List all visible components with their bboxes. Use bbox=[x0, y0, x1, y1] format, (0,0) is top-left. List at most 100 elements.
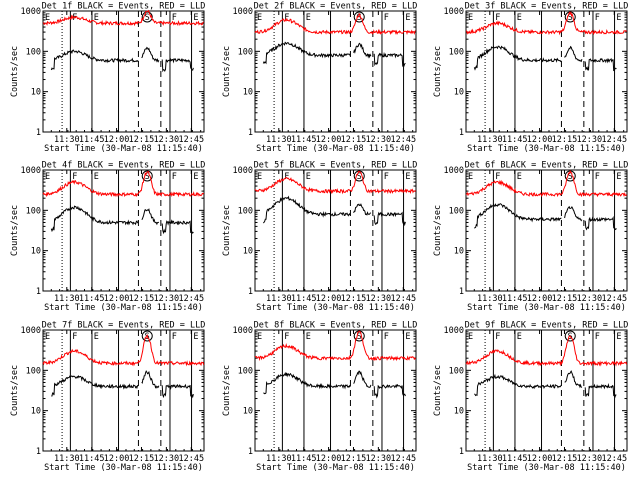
x-tick-label: 11:45 bbox=[291, 454, 317, 464]
panel-det-6: Det 6f BLACK = Events, RED = LLD 1 10 100 10… bbox=[433, 161, 628, 314]
x-tick-label: 11:45 bbox=[291, 294, 317, 304]
panel-det-1: Det 1f BLACK = Events, RED = LLD 1 10 100 10… bbox=[10, 2, 205, 155]
y-tick-label: 1000 bbox=[21, 166, 41, 176]
x-axis-label: Start Time (30-Mar-08 11:15:40) bbox=[467, 144, 626, 154]
x-tick-label: 12:15 bbox=[552, 454, 578, 464]
x-tick-label: 11:30 bbox=[266, 294, 292, 304]
marker-label: E bbox=[94, 13, 99, 23]
y-tick-label: 1000 bbox=[233, 326, 253, 336]
marker-label: E bbox=[45, 13, 50, 23]
x-tick-label: 12:30 bbox=[154, 294, 180, 304]
circle-marker bbox=[353, 11, 365, 23]
x-tick-label: 12:30 bbox=[154, 454, 180, 464]
x-tick-label: 11:30 bbox=[266, 454, 292, 464]
marker-label: E bbox=[193, 332, 198, 342]
x-tick-label: 11:45 bbox=[502, 135, 528, 145]
x-tick-label: 12:30 bbox=[577, 454, 603, 464]
marker-label: F bbox=[384, 13, 389, 23]
x-tick-label: 12:45 bbox=[178, 135, 204, 145]
panel-title: Det 2f BLACK = Events, RED = LLD bbox=[254, 2, 418, 12]
y-tick-label: 1000 bbox=[21, 7, 41, 17]
marker-label: E bbox=[94, 332, 99, 342]
circle-marker-label: S bbox=[145, 13, 150, 23]
x-axis-label: Start Time (30-Mar-08 11:15:40) bbox=[256, 144, 415, 154]
x-tick-label: 12:00 bbox=[104, 454, 130, 464]
marker-label: E bbox=[517, 332, 522, 342]
marker-label: E bbox=[193, 13, 198, 23]
x-axis-label: Start Time (30-Mar-08 11:15:40) bbox=[44, 303, 203, 313]
y-tick-label: 1 bbox=[459, 128, 464, 138]
series-events-line bbox=[474, 370, 617, 399]
x-axis-label: Start Time (30-Mar-08 11:15:40) bbox=[256, 463, 415, 473]
marker-label: E bbox=[616, 13, 621, 23]
panel-det-8: Det 8f BLACK = Events, RED = LLD 1 10 100 10… bbox=[222, 321, 417, 474]
y-tick-label: 1 bbox=[248, 128, 253, 138]
x-tick-label: 12:00 bbox=[104, 294, 130, 304]
series-lld-line bbox=[42, 171, 205, 198]
x-tick-label: 12:30 bbox=[577, 135, 603, 145]
x-tick-label: 12:45 bbox=[390, 454, 416, 464]
y-tick-label: 100 bbox=[238, 47, 253, 57]
marker-label: F bbox=[72, 172, 77, 182]
marker-label: F bbox=[172, 172, 177, 182]
y-axis-label: Counts/sec bbox=[433, 205, 443, 256]
panel-det-2: Det 2f BLACK = Events, RED = LLD 1 10 100 10… bbox=[222, 2, 417, 155]
series-events-line bbox=[262, 41, 406, 68]
y-axis-label: Counts/sec bbox=[222, 46, 232, 97]
marker-label: F bbox=[595, 172, 600, 182]
x-tick-label: 11:30 bbox=[477, 454, 503, 464]
x-axis-label: Start Time (30-Mar-08 11:15:40) bbox=[467, 463, 626, 473]
series-events-line bbox=[50, 205, 194, 235]
circle-marker-label: S bbox=[145, 172, 150, 182]
y-tick-label: 100 bbox=[26, 206, 41, 216]
x-tick-label: 12:00 bbox=[527, 454, 553, 464]
circle-marker bbox=[141, 11, 153, 23]
y-axis-label: Counts/sec bbox=[433, 46, 443, 97]
circle-marker bbox=[141, 330, 153, 342]
x-tick-label: 12:45 bbox=[178, 454, 204, 464]
circle-marker bbox=[141, 170, 153, 182]
x-tick-label: 12:00 bbox=[316, 454, 342, 464]
series-events-line bbox=[263, 370, 406, 399]
x-axis-label: Start Time (30-Mar-08 11:15:40) bbox=[467, 303, 626, 313]
series-lld-line bbox=[254, 170, 417, 195]
x-tick-label: 12:00 bbox=[316, 135, 342, 145]
x-tick-label: 12:15 bbox=[341, 454, 367, 464]
x-axis-label: Start Time (30-Mar-08 11:15:40) bbox=[256, 303, 415, 313]
series-events-line bbox=[51, 370, 194, 399]
y-tick-label: 10 bbox=[454, 247, 464, 257]
panel-title: Det 1f BLACK = Events, RED = LLD bbox=[42, 2, 206, 12]
marker-label: E bbox=[306, 13, 311, 23]
x-tick-label: 11:45 bbox=[502, 294, 528, 304]
panel-title: Det 4f BLACK = Events, RED = LLD bbox=[42, 161, 206, 171]
x-tick-label: 11:30 bbox=[54, 454, 80, 464]
x-axis-label: Start Time (30-Mar-08 11:15:40) bbox=[44, 463, 203, 473]
panel-title: Det 3f BLACK = Events, RED = LLD bbox=[465, 2, 629, 12]
y-tick-label: 1000 bbox=[233, 7, 253, 17]
circle-marker-label: S bbox=[357, 13, 362, 23]
marker-label: F bbox=[172, 13, 177, 23]
y-tick-label: 1 bbox=[248, 287, 253, 297]
marker-label: E bbox=[468, 172, 473, 182]
circle-marker-label: S bbox=[357, 332, 362, 342]
plot-frame bbox=[465, 10, 628, 133]
panel-det-3: Det 3f BLACK = Events, RED = LLD 1 10 100 10… bbox=[433, 2, 628, 155]
x-tick-label: 12:15 bbox=[552, 294, 578, 304]
x-tick-label: 12:00 bbox=[316, 294, 342, 304]
series-lld-line bbox=[42, 333, 205, 367]
x-tick-label: 12:30 bbox=[366, 454, 392, 464]
plot-frame bbox=[254, 10, 417, 133]
plot-frame bbox=[254, 169, 417, 292]
x-tick-label: 12:30 bbox=[366, 135, 392, 145]
panel-title: Det 5f BLACK = Events, RED = LLD bbox=[254, 161, 418, 171]
marker-label: E bbox=[306, 332, 311, 342]
panel-det-4: Det 4f BLACK = Events, RED = LLD 1 10 100 10… bbox=[10, 161, 205, 314]
x-tick-label: 12:45 bbox=[601, 454, 627, 464]
marker-label: E bbox=[257, 172, 262, 182]
series-events-line bbox=[474, 203, 617, 231]
x-tick-label: 11:45 bbox=[79, 454, 105, 464]
marker-label: E bbox=[257, 13, 262, 23]
plot-frame bbox=[42, 10, 205, 133]
marker-label: E bbox=[405, 13, 410, 23]
